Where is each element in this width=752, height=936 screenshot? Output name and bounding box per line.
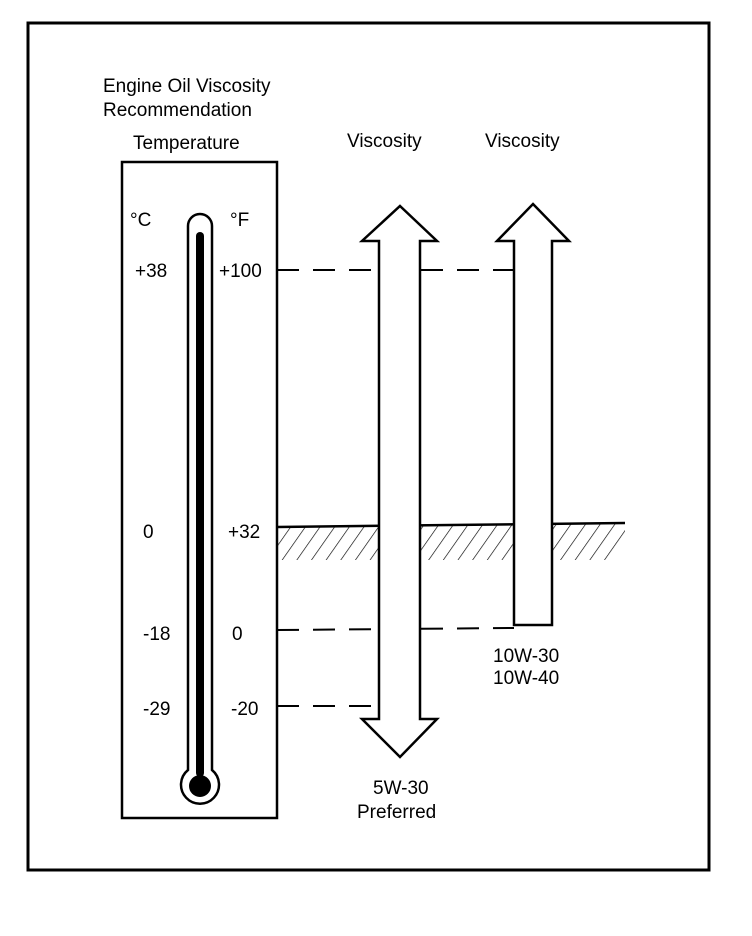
celsius-tick: 0 <box>143 522 154 543</box>
celsius-tick: -18 <box>143 624 170 645</box>
oil-1-note: Preferred <box>357 802 436 823</box>
oil-1-grade: 5W-30 <box>373 778 429 799</box>
fahrenheit-tick: +32 <box>228 522 260 543</box>
celsius-tick: -29 <box>143 699 170 720</box>
oil-1-range-arrow <box>358 204 441 759</box>
celsius-label: °C <box>130 210 151 231</box>
temperature-heading: Temperature <box>133 133 240 154</box>
fahrenheit-tick: 0 <box>232 624 243 645</box>
fahrenheit-tick: -20 <box>231 699 258 720</box>
oil-2-grade-a: 10W-30 <box>493 646 559 667</box>
fahrenheit-label: °F <box>230 210 249 231</box>
outer-frame <box>26 21 711 872</box>
title-line-1: Engine Oil Viscosity <box>103 76 271 97</box>
title-line-2: Recommendation <box>103 100 252 121</box>
celsius-tick: +38 <box>135 261 167 282</box>
viscosity-heading-2: Viscosity <box>485 131 560 152</box>
oil-2-grade-b: 10W-40 <box>493 668 559 689</box>
fahrenheit-tick: +100 <box>219 261 262 282</box>
freezing-band <box>276 521 626 560</box>
oil-2-range-arrow <box>494 202 572 627</box>
thermometer-icon <box>179 212 221 805</box>
viscosity-heading-1: Viscosity <box>347 131 422 152</box>
